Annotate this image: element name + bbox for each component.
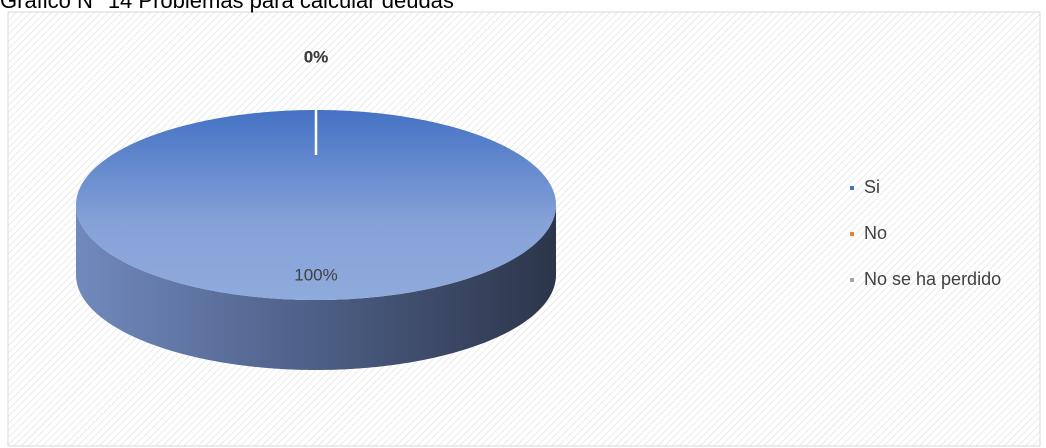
- legend-marker: [850, 232, 854, 236]
- legend-label: No: [864, 223, 887, 243]
- chart-title: Gráfico N° 14 Problemas para calcular de…: [0, 0, 454, 13]
- data-label: 0%: [304, 47, 329, 66]
- data-label: 0%: [304, 47, 329, 66]
- legend-label: Si: [864, 177, 880, 197]
- legend-marker: [850, 186, 854, 190]
- legend-label: No se ha perdido: [864, 269, 1001, 289]
- legend-marker: [850, 278, 854, 282]
- pie-slice: [76, 110, 556, 300]
- data-label: 100%: [294, 266, 337, 285]
- pie-side: [76, 205, 556, 370]
